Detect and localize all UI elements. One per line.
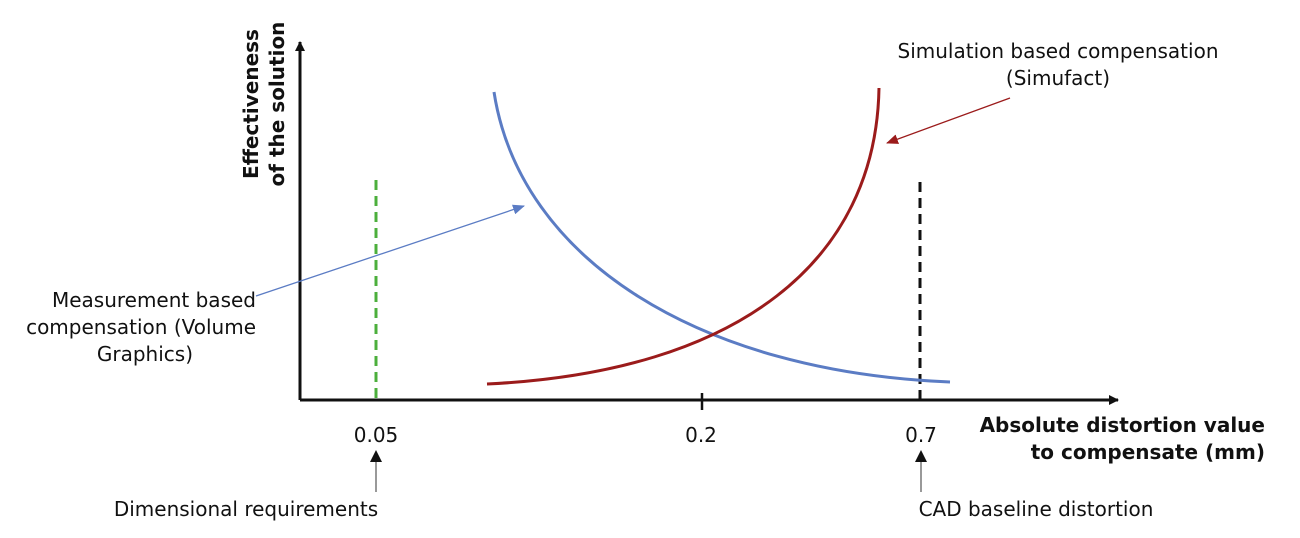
x-axis-label-line1: Absolute distortion value — [980, 413, 1265, 437]
measurement-label-line3: Graphics) — [97, 342, 193, 366]
cad-baseline-label: CAD baseline distortion — [919, 497, 1154, 521]
y-axis-label: Effectiveness of the solution — [239, 22, 289, 187]
measurement-label-line1: Measurement based — [52, 288, 256, 312]
x-axis-label-line2: to compensate (mm) — [1031, 440, 1265, 464]
measurement-pointer-arrow — [255, 204, 525, 297]
y-axis-label-line2: of the solution — [265, 22, 289, 187]
measurement-curve — [492, 91, 951, 384]
tick-label-0.7: 0.7 — [905, 423, 937, 447]
simulation-label-line2: (Simufact) — [1006, 66, 1110, 90]
simulation-pointer-arrow — [886, 97, 1011, 144]
simulation-label-line1: Simulation based compensation — [898, 39, 1219, 63]
y-axis-label-line1: Effectiveness — [239, 29, 263, 179]
simulation-curve — [486, 87, 881, 386]
dimensional-requirements-label: Dimensional requirements — [114, 497, 378, 521]
tick-label-0.05: 0.05 — [354, 423, 399, 447]
measurement-label-line2: compensation (Volume — [26, 315, 256, 339]
tick-label-0.2: 0.2 — [685, 423, 717, 447]
